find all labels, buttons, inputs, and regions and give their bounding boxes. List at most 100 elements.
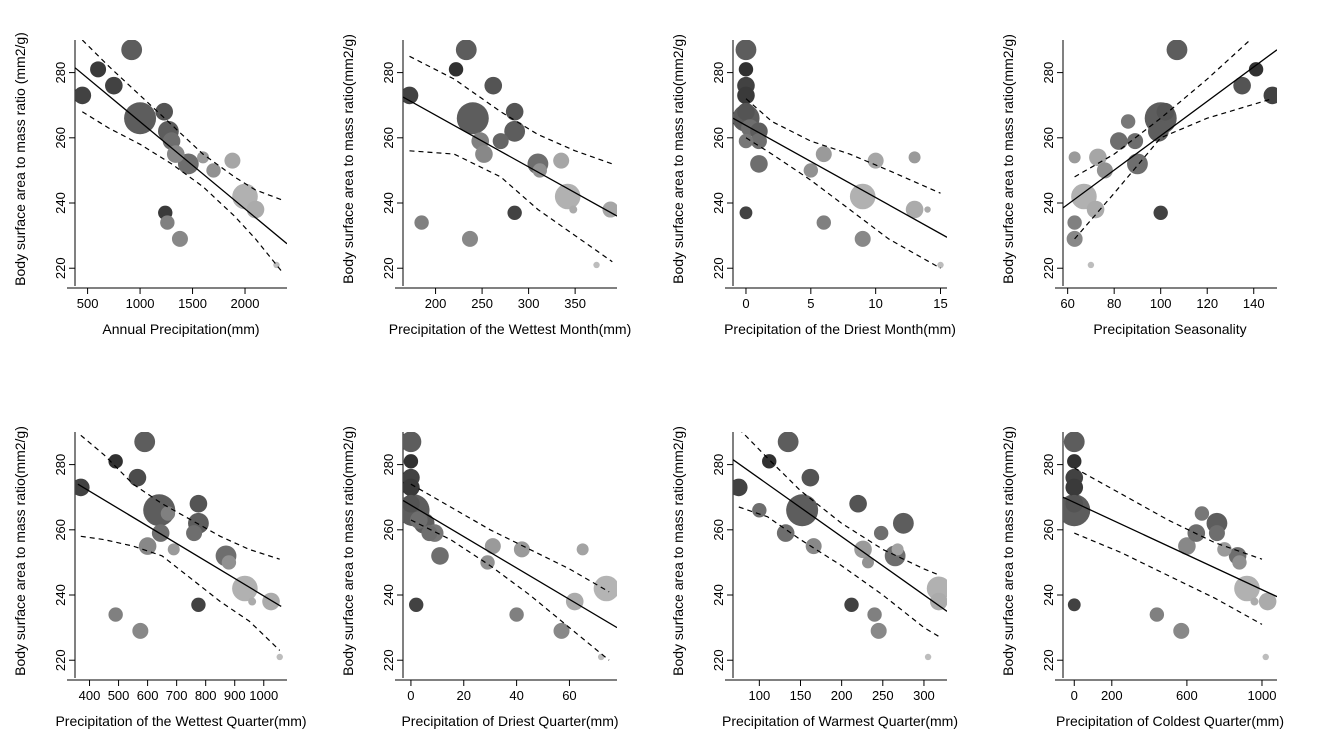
- x-axis-label: Precipitation of Warmest Quarter(mm): [722, 713, 958, 729]
- x-tick-label: 800: [195, 688, 217, 703]
- data-point: [1217, 542, 1232, 557]
- data-point: [1250, 597, 1259, 606]
- y-axis-label: Body surface area to mass ratio(mm2/g): [1000, 34, 1016, 284]
- y-tick-label: 240: [381, 192, 396, 214]
- x-tick-label: 5: [807, 296, 814, 311]
- data-point: [197, 151, 210, 164]
- data-point: [803, 163, 819, 178]
- x-tick-label: 500: [77, 296, 99, 311]
- panel-driest-month: 220 240 260 280 0 5 10 15 Precipitation of the D…: [670, 34, 956, 337]
- data-point: [134, 432, 156, 453]
- x-tick-label: 200: [831, 688, 853, 703]
- data-point: [456, 102, 489, 135]
- plot-area: [403, 432, 617, 661]
- panel-warmest-quarter: 220 240 260 280 100 150 200 250 300 Precipitation…: [670, 426, 958, 729]
- regression-line: [403, 96, 617, 217]
- data-point: [553, 622, 570, 639]
- data-point: [1067, 598, 1081, 612]
- y-tick-label: 280: [53, 454, 68, 476]
- plot-area: [733, 432, 947, 661]
- x-tick-label: 120: [1196, 296, 1218, 311]
- y-tick-label: 240: [53, 192, 68, 214]
- ci-lower-line: [80, 535, 281, 651]
- x-tick-label: 1000: [126, 296, 155, 311]
- ci-lower-line: [410, 519, 610, 661]
- data-point: [166, 145, 185, 163]
- data-point: [1065, 494, 1084, 513]
- y-tick-label: 280: [381, 454, 396, 476]
- data-point: [1194, 506, 1210, 521]
- data-point: [738, 62, 754, 77]
- data-point: [908, 151, 921, 164]
- y-tick-label: 220: [381, 257, 396, 279]
- data-point: [403, 86, 419, 105]
- ci-upper-line: [1074, 40, 1251, 178]
- data-point: [509, 607, 524, 622]
- data-point: [892, 512, 914, 534]
- data-point: [403, 454, 419, 469]
- y-tick-label: 240: [381, 584, 396, 606]
- x-tick-label: 700: [166, 688, 188, 703]
- x-tick-label: 10: [868, 296, 882, 311]
- data-point: [891, 543, 904, 556]
- data-point: [1233, 76, 1251, 95]
- y-tick-label: 240: [711, 584, 726, 606]
- y-axis-label: Body surface area to mass ratio(mm2/g): [670, 426, 686, 676]
- data-point: [1149, 607, 1165, 622]
- x-tick-label: 300: [518, 296, 540, 311]
- regression-line: [733, 117, 947, 238]
- ci-lower-line: [1074, 532, 1263, 625]
- y-tick-label: 260: [53, 127, 68, 149]
- y-tick-label: 280: [711, 62, 726, 84]
- plot-area: [1063, 40, 1277, 269]
- data-point: [1068, 151, 1081, 164]
- data-point: [160, 215, 175, 230]
- x-tick-label: 0: [407, 688, 414, 703]
- data-point: [507, 205, 522, 220]
- x-tick-label: 600: [137, 688, 159, 703]
- data-point: [1153, 205, 1168, 220]
- data-point: [108, 607, 123, 622]
- x-tick-label: 200: [425, 296, 447, 311]
- data-point: [191, 597, 206, 612]
- x-tick-label: 250: [872, 688, 894, 703]
- y-tick-label: 280: [381, 62, 396, 84]
- ci-lower-line: [745, 137, 941, 269]
- y-tick-label: 280: [53, 62, 68, 84]
- data-point: [484, 76, 503, 95]
- data-point: [155, 102, 174, 121]
- x-tick-label: 0: [742, 296, 749, 311]
- data-point: [762, 454, 777, 469]
- y-tick-label: 260: [381, 127, 396, 149]
- x-tick-label: 900: [224, 688, 246, 703]
- data-point: [138, 537, 157, 555]
- data-point: [1232, 555, 1247, 570]
- data-point: [1166, 40, 1188, 61]
- x-tick-label: 350: [564, 296, 586, 311]
- data-point: [815, 146, 832, 163]
- data-point: [937, 261, 944, 269]
- y-tick-label: 280: [1041, 454, 1056, 476]
- data-point: [1067, 454, 1082, 469]
- data-point: [737, 86, 755, 105]
- x-tick-label: 250: [471, 296, 493, 311]
- data-point: [1127, 133, 1144, 150]
- data-point: [108, 454, 123, 469]
- data-point: [801, 468, 820, 487]
- x-tick-label: 1000: [249, 688, 278, 703]
- data-point: [750, 133, 767, 150]
- data-point: [735, 40, 757, 61]
- y-tick-label: 240: [1041, 192, 1056, 214]
- y-tick-label: 240: [711, 192, 726, 214]
- data-point: [576, 543, 589, 556]
- data-point: [1086, 200, 1105, 219]
- panel-coldest-quarter: 220 240 260 280 0 200 600 1000 Precipitation of …: [1000, 426, 1284, 729]
- data-point: [816, 215, 831, 230]
- ci-upper-line: [410, 483, 610, 593]
- data-point: [151, 524, 170, 542]
- data-point: [1178, 537, 1196, 555]
- x-tick-label: 140: [1243, 296, 1265, 311]
- data-point: [777, 432, 799, 453]
- panel-precipitation-seasonality: 220 240 260 280 60 80 100 120 140 Precipitation S…: [1000, 34, 1277, 337]
- data-point: [167, 543, 180, 556]
